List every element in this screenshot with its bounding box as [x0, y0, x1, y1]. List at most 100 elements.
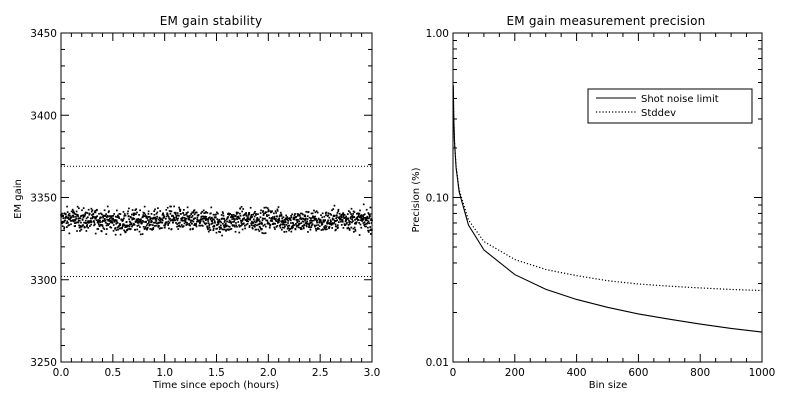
left-data-point	[340, 220, 342, 223]
left-data-point	[204, 215, 206, 218]
left-data-point	[74, 222, 77, 224]
left-data-point	[224, 222, 227, 225]
left-data-point	[289, 218, 292, 221]
left-data-point	[340, 215, 343, 217]
left-data-point	[254, 221, 257, 224]
left-data-point	[94, 211, 97, 214]
left-data-point	[106, 218, 108, 221]
left-data-point	[348, 221, 351, 224]
left-data-point	[130, 216, 132, 219]
left-data-point	[111, 222, 114, 224]
left-data-point	[153, 225, 156, 227]
left-data-point	[288, 224, 291, 227]
left-data-point	[103, 217, 106, 220]
left-data-point	[145, 220, 147, 223]
left-data-point	[127, 224, 130, 227]
left-data-point	[147, 216, 150, 218]
left-data-point	[73, 212, 76, 215]
left-data-point	[342, 215, 345, 218]
left-data-point	[205, 222, 208, 225]
left-data-point	[352, 231, 355, 233]
left-data-point	[369, 215, 371, 218]
left-data-point	[104, 219, 107, 222]
left-data-point	[203, 212, 206, 215]
left-y-tick-label: 3300	[30, 275, 57, 287]
left-data-point	[266, 219, 269, 222]
left-data-point	[369, 206, 372, 209]
left-data-point	[295, 218, 298, 221]
left-data-point	[63, 212, 66, 215]
left-ticks: 0.0 0.5 1.0 1.5 2.0 2.5 3.0 3250 3300 3350 3400 345…	[30, 28, 380, 379]
left-data-point	[170, 228, 173, 230]
left-data-point	[239, 214, 242, 217]
left-data-point	[167, 222, 170, 225]
left-data-point	[362, 215, 364, 218]
left-data-point	[102, 216, 105, 219]
left-data-point	[271, 220, 274, 222]
left-data-point	[66, 220, 69, 223]
legend-label-shot-noise: Shot noise limit	[641, 94, 719, 105]
left-data-point	[240, 205, 243, 208]
left-data-point	[151, 224, 154, 226]
left-data-point	[350, 213, 352, 215]
left-data-point	[299, 214, 301, 217]
left-data-point	[138, 230, 141, 233]
left-data-point	[224, 223, 227, 226]
left-data-point	[75, 210, 78, 213]
left-data-point	[277, 206, 280, 208]
left-data-point	[308, 216, 311, 219]
right-x-tick-label: 200	[505, 367, 525, 379]
left-data-point	[140, 218, 142, 220]
left-data-point	[147, 210, 150, 213]
left-data-point	[254, 223, 257, 226]
left-data-point	[349, 211, 351, 214]
left-data-point	[232, 224, 235, 227]
left-data-point	[234, 225, 236, 228]
left-data-point	[188, 218, 191, 221]
right-x-tick-label: 1000	[749, 367, 776, 379]
left-data-point	[259, 212, 262, 214]
left-data-point	[282, 221, 285, 224]
left-data-point	[116, 226, 119, 229]
left-data-point	[362, 203, 365, 206]
left-data-point	[125, 226, 128, 228]
left-data-point	[204, 223, 207, 226]
right-chart-title: EM gain measurement precision	[507, 14, 706, 28]
left-y-tick-label: 3250	[30, 357, 57, 369]
left-data-point	[345, 215, 347, 218]
left-data-point	[93, 221, 96, 224]
left-data-point	[300, 228, 303, 230]
left-data-point	[68, 218, 71, 221]
left-data-point	[208, 225, 211, 227]
left-data-point	[304, 219, 306, 222]
left-data-point	[280, 223, 282, 226]
left-data-point	[144, 227, 147, 229]
left-data-point	[195, 224, 197, 226]
left-data-point	[116, 209, 118, 212]
left-data-point	[241, 222, 244, 225]
left-data-point	[233, 224, 236, 227]
left-data-point	[334, 214, 336, 217]
left-data-point	[111, 219, 113, 221]
left-data-point	[123, 217, 125, 220]
left-data-point	[298, 220, 301, 223]
left-data-point	[207, 218, 210, 221]
left-data-point	[251, 227, 254, 230]
left-data-point	[186, 206, 189, 209]
left-data-point	[152, 226, 155, 229]
left-data-point	[261, 217, 264, 220]
left-data-point	[292, 216, 295, 219]
left-data-point	[86, 224, 89, 226]
left-chart-title: EM gain stability	[160, 14, 263, 28]
left-data-point	[75, 217, 78, 220]
left-data-point	[222, 228, 225, 231]
left-data-point	[215, 213, 217, 216]
left-data-point	[287, 220, 290, 222]
left-data-point	[369, 228, 372, 231]
left-data-point	[100, 216, 102, 219]
left-data-point	[105, 221, 107, 224]
left-data-point	[206, 218, 208, 221]
left-data-point	[207, 228, 209, 231]
left-data-point	[287, 222, 289, 224]
left-data-point	[206, 212, 209, 214]
